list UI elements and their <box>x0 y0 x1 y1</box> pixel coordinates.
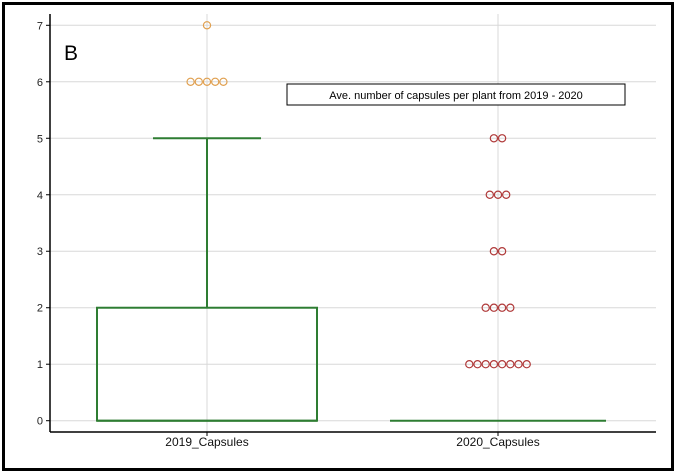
outlier-point <box>481 303 490 312</box>
outlier-point <box>202 21 212 30</box>
y-tick-label: 5 <box>37 133 43 145</box>
outlier-point <box>489 134 499 143</box>
y-tick-label: 4 <box>37 190 43 202</box>
outlier-point <box>210 77 220 86</box>
panel-label: B <box>64 42 78 65</box>
outlier-point <box>497 247 507 256</box>
outlier-point <box>481 360 490 369</box>
outlier-point <box>473 360 482 369</box>
outlier-point <box>497 360 507 369</box>
outlier-point <box>202 77 212 86</box>
outlier-point <box>485 190 494 199</box>
outlier-point <box>502 190 511 199</box>
axis-layer: 0 1 2 3 4 5 6 7 2019_Capsules 2020_Capsules <box>37 14 656 449</box>
y-tick-label: 0 <box>37 416 43 428</box>
outlier-point <box>465 360 474 369</box>
outlier-point <box>497 303 507 312</box>
outlier-point <box>506 360 515 369</box>
y-tick-label: 1 <box>37 359 43 371</box>
chart-title: Ave. number of capsules per plant from 2… <box>329 90 583 102</box>
y-tick-label: 6 <box>37 77 43 89</box>
title-box-border <box>286 83 626 106</box>
outlier-point <box>186 77 195 86</box>
x-tick-label: 2020_Capsules <box>456 435 539 449</box>
outlier-point <box>497 134 507 143</box>
marks-layer <box>96 21 606 422</box>
x-tick-label: 2019_Capsules <box>165 435 248 449</box>
chart-title-box: Ave. number of capsules per plant from 2… <box>286 83 626 106</box>
y-tick-label: 2 <box>37 303 43 315</box>
outlier-point <box>493 190 503 199</box>
outlier-point <box>489 303 499 312</box>
outlier-point <box>194 77 203 86</box>
y-tick-label: 7 <box>37 20 43 32</box>
outlier-point <box>514 360 523 369</box>
grid-layer <box>50 14 656 432</box>
outlier-point <box>506 303 515 312</box>
outlier-point <box>219 77 228 86</box>
outlier-point <box>489 247 499 256</box>
y-tick-label: 3 <box>37 246 43 258</box>
outlier-point <box>522 360 531 369</box>
outlier-point <box>489 360 499 369</box>
